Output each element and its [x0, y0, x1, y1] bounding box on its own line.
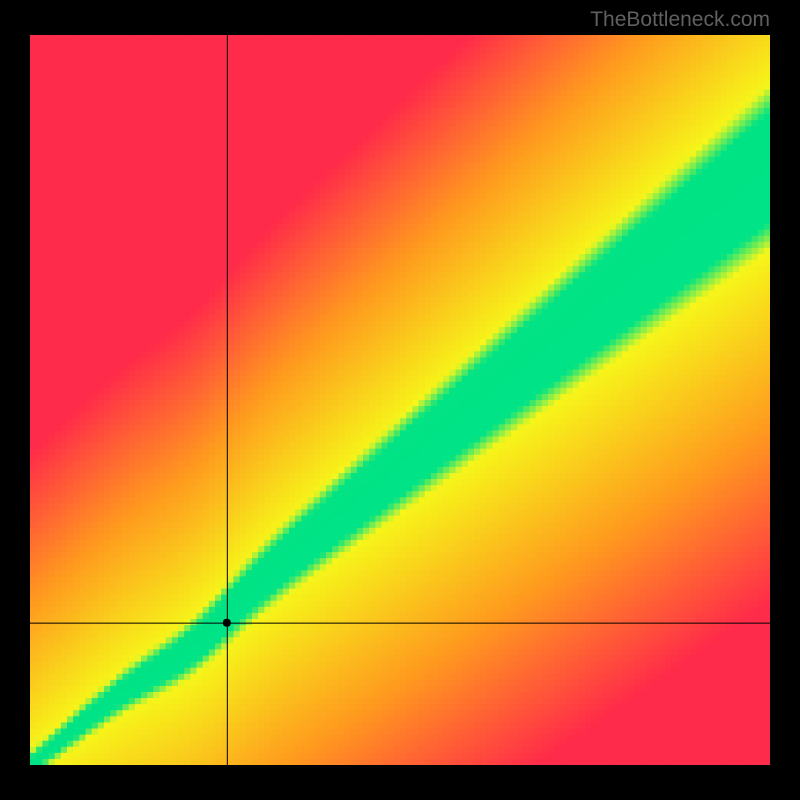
- watermark: TheBottleneck.com: [590, 8, 770, 32]
- heatmap-plot: [30, 35, 770, 765]
- heatmap-canvas: [30, 35, 770, 765]
